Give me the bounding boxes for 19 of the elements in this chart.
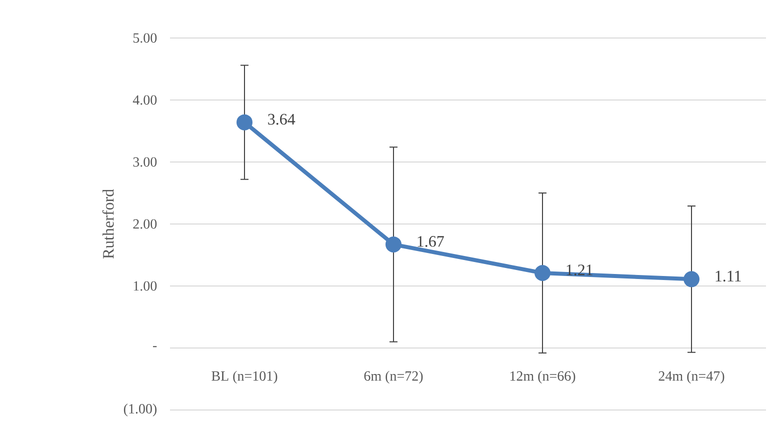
point bbox=[684, 271, 700, 288]
data-label: 3.64 bbox=[268, 114, 296, 125]
y-tick-label: - bbox=[152, 346, 157, 348]
x-tick-label: 24m (n=47) bbox=[658, 370, 724, 384]
x-tick-label: 6m (n=72) bbox=[364, 370, 423, 384]
y-tick-label: 5.00 bbox=[133, 33, 157, 43]
data-label: 1.11 bbox=[716, 270, 741, 282]
y-tick-label: 1.00 bbox=[134, 281, 157, 291]
x-tick-label: BL (n=101) bbox=[212, 370, 278, 384]
x-tick-label: 12m (n=66) bbox=[510, 370, 576, 384]
y-tick-label: 4.00 bbox=[132, 95, 157, 105]
y-tick-label: 3.00 bbox=[133, 157, 157, 167]
data-label: 1.67 bbox=[418, 236, 444, 247]
y-axis-title: Rutherford bbox=[102, 189, 114, 259]
point bbox=[534, 264, 551, 281]
y-tick-label: 2.00 bbox=[133, 219, 157, 229]
point bbox=[386, 236, 402, 252]
y-tick-label: (1.00) bbox=[124, 404, 157, 416]
point bbox=[236, 114, 253, 130]
